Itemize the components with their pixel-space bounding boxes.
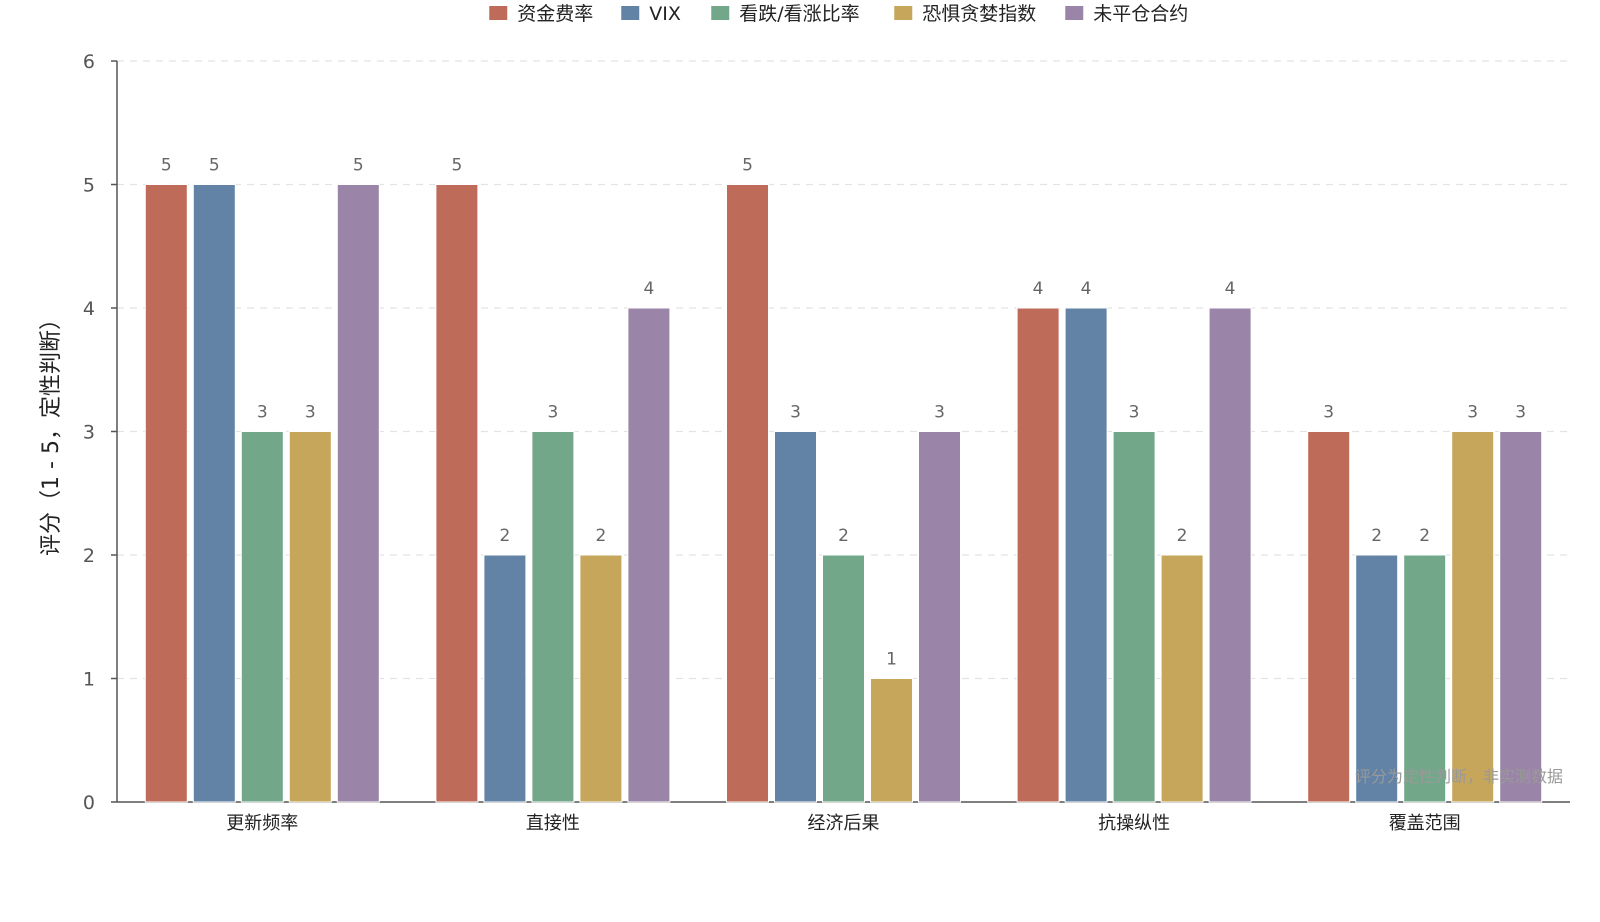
legend-item[interactable]: VIX [621, 3, 681, 25]
data-label: 3 [257, 403, 268, 423]
bar[interactable] [144, 184, 188, 803]
data-label: 3 [1323, 403, 1334, 423]
data-label: 2 [595, 526, 606, 546]
legend-label: 恐惧贪婪指数 [922, 3, 1036, 25]
chart-annotation: 评分为定性判断，非实测数据 [1355, 767, 1563, 786]
bar[interactable] [870, 678, 913, 803]
bar[interactable] [288, 431, 332, 803]
legend-swatch [621, 6, 640, 20]
y-tick-label: 1 [83, 669, 95, 691]
y-tick-label: 2 [83, 545, 95, 567]
bar[interactable] [1307, 431, 1351, 803]
data-label: 3 [547, 403, 558, 423]
data-label: 2 [838, 526, 849, 546]
data-label: 5 [353, 156, 364, 176]
bar[interactable] [918, 431, 961, 803]
x-tick-label: 覆盖范围 [1389, 813, 1461, 834]
bar[interactable] [192, 184, 236, 803]
data-label: 3 [934, 403, 945, 423]
data-label: 5 [161, 156, 172, 176]
bar[interactable] [822, 554, 865, 803]
bar[interactable] [1064, 307, 1108, 803]
data-label: 3 [1467, 403, 1478, 423]
data-label: 2 [1419, 526, 1430, 546]
legend-swatch [489, 6, 508, 20]
data-label: 3 [1129, 403, 1140, 423]
data-label: 4 [1225, 279, 1236, 299]
y-tick-label: 3 [83, 422, 95, 444]
legend-swatch [1065, 6, 1084, 20]
value-labels: 5 5 3 3 5 5 2 3 2 4 5 3 2 1 3 4 4 3 2 4 3 2 2 3 3 [161, 156, 1526, 670]
x-tick-label: 更新频率 [226, 813, 298, 834]
bar[interactable] [1499, 431, 1543, 803]
y-tick-label: 6 [83, 51, 95, 73]
bar[interactable] [483, 554, 527, 803]
bar[interactable] [627, 307, 671, 803]
y-tick-label: 5 [83, 175, 95, 197]
bar[interactable] [1112, 431, 1156, 803]
bar[interactable] [1208, 307, 1252, 803]
y-axis-label: 评分（1 - 5，定性判断） [39, 308, 64, 556]
legend-label: 资金费率 [517, 3, 593, 25]
legend-label: 看跌/看涨比率 [739, 3, 859, 25]
data-label: 5 [209, 156, 220, 176]
legend-swatch [711, 6, 730, 20]
x-tick-label: 抗操纵性 [1098, 813, 1170, 834]
bar[interactable] [774, 431, 817, 803]
bar[interactable] [579, 554, 623, 803]
data-label: 1 [886, 650, 897, 670]
y-tick-label: 4 [83, 298, 95, 320]
data-label: 5 [451, 156, 462, 176]
bar[interactable] [435, 184, 479, 803]
data-label: 3 [305, 403, 316, 423]
data-label: 2 [1371, 526, 1382, 546]
legend-item[interactable]: 看跌/看涨比率 [711, 3, 860, 25]
bar[interactable] [1451, 431, 1495, 803]
legend-item[interactable]: 未平仓合约 [1065, 3, 1188, 25]
legend-swatch [894, 6, 913, 20]
x-tick-label: 经济后果 [808, 813, 880, 834]
bars [144, 184, 1543, 803]
data-label: 4 [1081, 279, 1092, 299]
y-tick-label: 0 [83, 792, 95, 814]
x-tick-label: 直接性 [526, 813, 580, 834]
legend[interactable]: 资金费率 VIX 看跌/看涨比率 恐惧贪婪指数 未平仓合约 [489, 3, 1188, 25]
bar[interactable] [1355, 554, 1399, 803]
bar[interactable] [726, 184, 769, 803]
bar[interactable] [1403, 554, 1447, 803]
data-label: 4 [643, 279, 654, 299]
legend-label: 未平仓合约 [1093, 3, 1188, 25]
data-label: 2 [1177, 526, 1188, 546]
data-label: 3 [1515, 403, 1526, 423]
legend-label: VIX [649, 3, 681, 25]
legend-item[interactable]: 恐惧贪婪指数 [894, 3, 1036, 25]
bar[interactable] [1016, 307, 1060, 803]
data-label: 4 [1033, 279, 1044, 299]
data-label: 2 [499, 526, 510, 546]
bar[interactable] [531, 431, 575, 803]
bar[interactable] [336, 184, 380, 803]
data-label: 5 [742, 156, 753, 176]
bar[interactable] [240, 431, 284, 803]
bar[interactable] [1160, 554, 1204, 803]
data-label: 3 [790, 403, 801, 423]
legend-item[interactable]: 资金费率 [489, 3, 593, 25]
